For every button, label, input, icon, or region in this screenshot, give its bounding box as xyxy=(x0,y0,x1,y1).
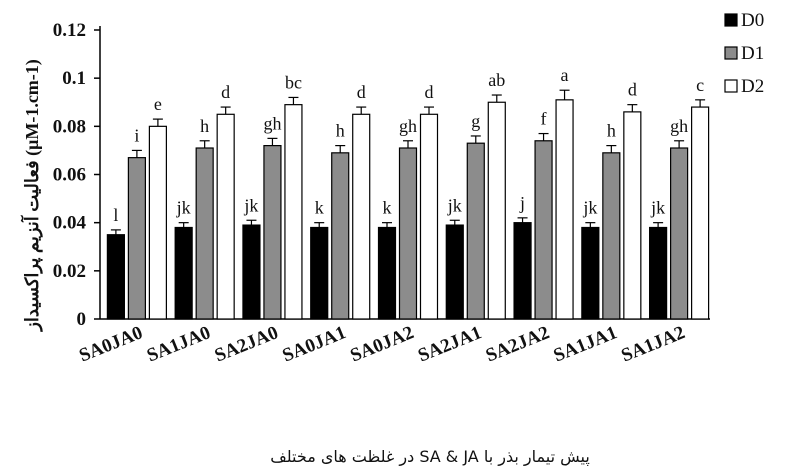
significance-letter: h xyxy=(336,121,345,141)
x-tick-label: SA0JA1 xyxy=(280,322,350,366)
bar-d0 xyxy=(311,227,328,319)
bar-d0 xyxy=(514,223,531,319)
x-tick-label: SA1JA0 xyxy=(144,322,214,366)
x-tick-label: SA1JA1 xyxy=(551,322,621,366)
significance-letter: d xyxy=(628,80,637,100)
significance-letter: jk xyxy=(176,198,191,218)
significance-letter: gh xyxy=(670,116,688,136)
bar-d1 xyxy=(400,148,417,319)
legend-swatch xyxy=(725,80,737,92)
significance-letter: d xyxy=(357,82,366,102)
y-tick-label: 0.04 xyxy=(53,213,87,234)
y-tick-label: 0.12 xyxy=(53,20,86,41)
significance-letter: jk xyxy=(447,195,462,215)
significance-letter: k xyxy=(383,198,392,218)
y-tick-label: 0.08 xyxy=(53,116,86,137)
bar-d2 xyxy=(556,100,573,319)
bar-d2 xyxy=(353,114,370,319)
y-tick-label: 0.06 xyxy=(53,165,86,186)
significance-letter: l xyxy=(113,205,118,225)
bar-d1 xyxy=(128,158,145,319)
x-tick-label: SA2JA1 xyxy=(415,322,485,366)
y-tick-label: 0.02 xyxy=(53,261,86,282)
bar-d0 xyxy=(582,227,599,319)
bar-d2 xyxy=(488,102,505,319)
significance-letter: d xyxy=(221,82,230,102)
legend-label: D0 xyxy=(741,10,764,31)
significance-letter: f xyxy=(541,109,547,129)
bar-d1 xyxy=(196,148,213,319)
bar-d0 xyxy=(107,235,124,319)
x-tick-label: SA2JA0 xyxy=(212,322,282,366)
significance-letter: gh xyxy=(263,113,281,133)
bar-d0 xyxy=(175,227,192,319)
y-axis-title: فعالیت آنزیم پراکسیداز (μM-1.cm-1) xyxy=(20,59,43,333)
bar-d1 xyxy=(264,146,281,319)
significance-letter: jk xyxy=(650,198,665,218)
bar-d0 xyxy=(379,227,396,319)
x-axis-label: پیش تیمار بذر با SA & JA در غلظت های مخت… xyxy=(270,447,590,467)
bar-d2 xyxy=(285,105,302,319)
x-tick-label: SA0JA2 xyxy=(347,322,417,366)
significance-letter: a xyxy=(561,65,569,85)
legend-swatch xyxy=(725,14,737,26)
significance-letter: ab xyxy=(488,70,505,90)
bar-d0 xyxy=(650,227,667,319)
legend-swatch xyxy=(725,47,737,59)
significance-letter: c xyxy=(696,75,704,95)
plot-area: 00.020.040.060.080.10.12lieSA0JA0jkhdSA1… xyxy=(53,20,710,367)
x-tick-label: SA1JA2 xyxy=(618,322,688,366)
bar-d2 xyxy=(217,114,234,319)
significance-letter: i xyxy=(134,125,139,145)
significance-letter: k xyxy=(315,198,324,218)
bar-d1 xyxy=(603,153,620,319)
significance-letter: jk xyxy=(243,195,258,215)
bar-d2 xyxy=(421,114,438,319)
significance-letter: h xyxy=(200,116,209,136)
legend: D0 D1 D2 xyxy=(725,10,764,97)
y-tick-label: 0.1 xyxy=(62,68,86,89)
bar-d2 xyxy=(624,112,641,319)
legend-label: D2 xyxy=(741,76,764,97)
significance-letter: gh xyxy=(399,116,417,136)
x-tick-label: SA0JA0 xyxy=(76,322,146,366)
bar-d0 xyxy=(243,225,260,319)
significance-letter: g xyxy=(471,111,480,131)
bar-d1 xyxy=(332,153,349,319)
significance-letter: d xyxy=(425,82,434,102)
significance-letter: h xyxy=(607,121,616,141)
significance-letter: bc xyxy=(285,72,302,92)
bar-d1 xyxy=(671,148,688,319)
legend-label: D1 xyxy=(741,43,764,64)
bar-d2 xyxy=(692,107,709,319)
bar-d0 xyxy=(446,225,463,319)
significance-letter: jk xyxy=(582,198,597,218)
y-axis-label: فعالیت آنزیم پراکسیداز (μM-1.cm-1) xyxy=(20,59,43,333)
significance-letter: j xyxy=(519,193,525,213)
bar-d1 xyxy=(535,141,552,319)
bar-d1 xyxy=(467,143,484,319)
bar-d2 xyxy=(149,126,166,319)
significance-letter: e xyxy=(154,94,162,114)
x-tick-label: SA2JA2 xyxy=(483,322,553,366)
y-tick-label: 0 xyxy=(77,309,87,330)
